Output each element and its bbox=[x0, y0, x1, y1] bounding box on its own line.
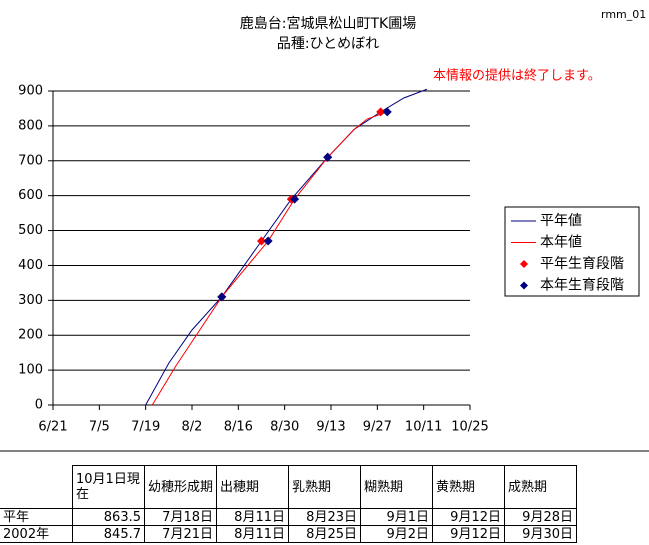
table-cell: 8月25日 bbox=[288, 525, 361, 543]
annotation: 本情報の提供は終了します。 bbox=[433, 68, 601, 84]
y-tick-label: 600 bbox=[18, 188, 43, 203]
x-tick-label: 7/5 bbox=[89, 420, 110, 435]
legend-label: 本年生育段階 bbox=[540, 278, 624, 294]
table-cell: 7月21日 bbox=[144, 525, 217, 543]
x-tick-label: 6/21 bbox=[38, 420, 67, 435]
table-cell: 2002年 bbox=[0, 525, 73, 543]
series-line bbox=[145, 88, 428, 406]
table-cell: 平年 bbox=[0, 508, 73, 526]
x-tick-label: 10/11 bbox=[405, 420, 442, 435]
table-cell: 乳熟期 bbox=[288, 465, 361, 509]
stage-marker bbox=[382, 107, 392, 117]
table-cell: 糊熟期 bbox=[360, 465, 433, 509]
stage-marker bbox=[376, 107, 386, 117]
y-tick-label: 0 bbox=[35, 398, 43, 413]
x-tick-label: 7/19 bbox=[131, 420, 160, 435]
legend-label: 平年生育段階 bbox=[540, 256, 624, 272]
table-cell: 7月18日 bbox=[144, 508, 217, 526]
table-cell: 9月30日 bbox=[504, 525, 577, 543]
x-tick-label: 9/13 bbox=[316, 420, 345, 435]
y-tick-label: 500 bbox=[18, 223, 43, 238]
table-cell: 黄熟期 bbox=[432, 465, 505, 509]
x-tick-label: 10/25 bbox=[451, 420, 488, 435]
table-cell: 8月11日 bbox=[216, 525, 289, 543]
legend-box bbox=[504, 206, 640, 297]
stage-marker bbox=[263, 236, 273, 246]
table-row: 2002年 845.7 7月21日 8月11日 8月25日 9月2日 9月12日 9月30日 bbox=[0, 525, 577, 543]
table-cell: 9月12日 bbox=[432, 525, 505, 543]
table-cell: 10月1日現在 bbox=[72, 465, 145, 509]
chart-subtitle: 品種:ひとめぼれ bbox=[277, 36, 379, 52]
table-cell: 出穂期 bbox=[216, 465, 289, 509]
table-cell: 845.7 bbox=[72, 525, 145, 543]
x-tick-label: 8/2 bbox=[182, 420, 203, 435]
table-cell: 863.5 bbox=[72, 508, 145, 526]
stage-marker bbox=[323, 152, 333, 162]
table-cell: 9月12日 bbox=[432, 508, 505, 526]
series-line bbox=[151, 111, 388, 406]
table-cell: 幼穂形成期 bbox=[144, 465, 217, 509]
table-cell: 9月28日 bbox=[504, 508, 577, 526]
stage-marker bbox=[217, 292, 227, 302]
table-header: 10月1日現在 幼穂形成期 出穂期 乳熟期 糊熟期 黄熟期 成熟期 bbox=[0, 465, 577, 509]
y-tick-label: 900 bbox=[18, 84, 43, 99]
y-tick-label: 200 bbox=[18, 328, 43, 343]
table-cell: 8月11日 bbox=[216, 508, 289, 526]
y-tick-label: 400 bbox=[18, 258, 43, 273]
x-tick-label: 8/16 bbox=[224, 420, 253, 435]
stage-marker bbox=[257, 236, 266, 246]
page-id: rmm_01 bbox=[601, 8, 646, 21]
stage-table: 10月1日現在 幼穂形成期 出穂期 乳熟期 糊熟期 黄熟期 成熟期 平年 863.5 7月18日 8… bbox=[0, 465, 577, 543]
x-tick-label: 8/30 bbox=[270, 420, 299, 435]
y-tick-label: 800 bbox=[18, 118, 43, 133]
table-cell: 成熟期 bbox=[504, 465, 577, 509]
table-cell: 9月1日 bbox=[360, 508, 433, 526]
y-tick-label: 300 bbox=[18, 293, 43, 308]
chart-title: 鹿島台:宮城県松山町TK圃場 bbox=[240, 15, 416, 32]
legend-marker bbox=[520, 260, 528, 268]
legend-label: 本年値 bbox=[540, 235, 582, 251]
legend-marker bbox=[520, 281, 528, 290]
legend-label: 平年値 bbox=[540, 213, 582, 229]
y-tick-label: 700 bbox=[18, 153, 43, 168]
table-cell bbox=[0, 465, 73, 509]
table-cell: 9月2日 bbox=[360, 525, 433, 543]
table-row: 平年 863.5 7月18日 8月11日 8月23日 9月1日 9月12日 9月28日 bbox=[0, 508, 577, 526]
stage-marker bbox=[290, 194, 300, 204]
y-tick-label: 100 bbox=[18, 363, 43, 378]
x-tick-label: 9/27 bbox=[363, 420, 392, 435]
table-cell: 8月23日 bbox=[288, 508, 361, 526]
